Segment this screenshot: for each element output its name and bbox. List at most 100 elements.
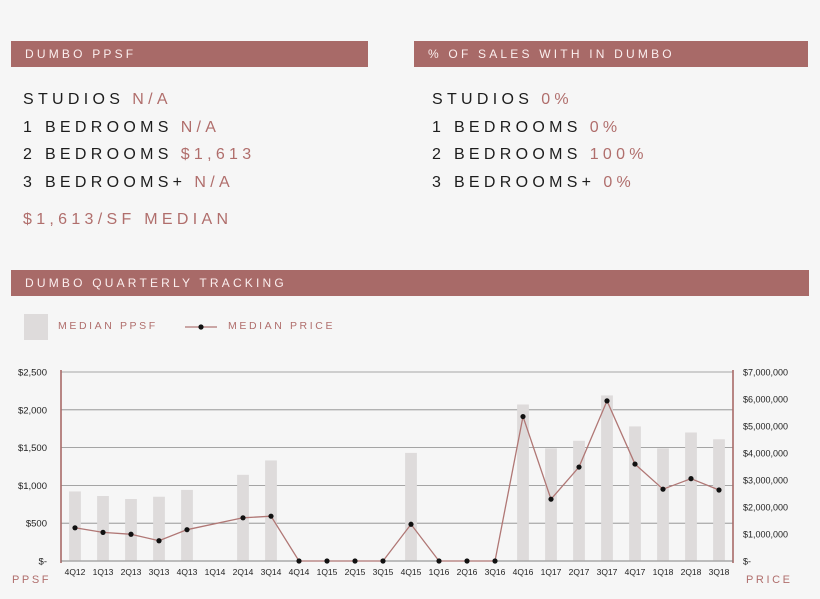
ppsf-bar bbox=[685, 432, 697, 561]
ppsf-row-3br: 3 BEDROOMS+ N/A bbox=[23, 169, 255, 197]
share-row-value: 0% bbox=[541, 91, 573, 108]
x-tick-label: 4Q16 bbox=[513, 567, 534, 577]
x-tick-label: 3Q15 bbox=[373, 567, 394, 577]
quarterly-tracking-chart: $- $500 $1,000 $1,500 $2,000 $2,500 $- $1,000,0… bbox=[18, 368, 788, 578]
share-row-label: 3 BEDROOMS+ bbox=[432, 173, 596, 191]
median-price-point bbox=[324, 558, 330, 564]
sales-share-banner: % OF SALES WITH IN DUMBO bbox=[414, 41, 808, 67]
ppsf-bar bbox=[125, 499, 137, 561]
ppsf-bar bbox=[629, 426, 641, 561]
left-tick-label: $1,000 bbox=[18, 481, 47, 492]
x-tick-label: 2Q15 bbox=[345, 567, 366, 577]
median-price-point bbox=[184, 527, 190, 533]
median-price-point bbox=[380, 558, 386, 564]
ppsf-bar bbox=[545, 448, 557, 561]
median-price-point bbox=[408, 521, 414, 527]
share-row-label: 1 BEDROOMS bbox=[432, 118, 582, 136]
share-row-2br: 2 BEDROOMS 100% bbox=[432, 141, 648, 169]
right-axis-side-label: PRICE bbox=[746, 574, 793, 586]
median-price-point bbox=[240, 515, 246, 521]
x-tick-label: 2Q14 bbox=[233, 567, 254, 577]
median-summary: $1,613/SF MEDIAN bbox=[23, 211, 233, 228]
left-tick-label: $2,500 bbox=[18, 368, 47, 379]
median-price-point bbox=[156, 538, 162, 544]
share-list: STUDIOS 0% 1 BEDROOMS 0% 2 BEDROOMS 100% 3 … bbox=[432, 86, 648, 196]
median-price-point bbox=[436, 558, 442, 564]
median-price-point bbox=[464, 558, 470, 564]
share-row-label: STUDIOS bbox=[432, 91, 534, 108]
median-price-point bbox=[352, 558, 358, 564]
median-price-point bbox=[548, 496, 554, 502]
median-price-point bbox=[576, 464, 582, 470]
quarterly-tracking-banner: DUMBO QUARTERLY TRACKING bbox=[11, 270, 809, 296]
legend-line-swatch bbox=[185, 324, 217, 330]
right-tick-label: $- bbox=[743, 557, 751, 567]
ppsf-list: STUDIOS N/A 1 BEDROOMS N/A 2 BEDROOMS $1,61… bbox=[23, 86, 255, 196]
ppsf-bar bbox=[713, 439, 725, 561]
x-tick-label: 1Q14 bbox=[205, 567, 226, 577]
ppsf-bar bbox=[405, 452, 417, 561]
x-tick-label: 3Q16 bbox=[485, 567, 506, 577]
left-axis-side-label: PPSF bbox=[12, 574, 52, 586]
ppsf-bar bbox=[657, 448, 669, 561]
median-price-line bbox=[74, 399, 720, 562]
share-row-label: 2 BEDROOMS bbox=[432, 146, 582, 163]
x-tick-label: 4Q12 bbox=[65, 567, 86, 577]
x-tick-label: 1Q16 bbox=[429, 567, 450, 577]
legend-line-label: MEDIAN PRICE bbox=[228, 320, 336, 332]
left-tick-label: $1,500 bbox=[18, 443, 47, 454]
share-row-value: 0% bbox=[589, 118, 622, 136]
right-tick-label: $5,000,000 bbox=[743, 422, 788, 432]
x-tick-label: 4Q15 bbox=[401, 567, 422, 577]
ppsf-row-2br: 2 BEDROOMS $1,613 bbox=[23, 141, 255, 169]
median-price-point bbox=[128, 531, 134, 537]
ppsf-row-value: N/A bbox=[180, 118, 221, 136]
x-tick-label: 2Q13 bbox=[121, 567, 142, 577]
median-price-point bbox=[604, 398, 610, 404]
median-price-point bbox=[632, 461, 638, 467]
ppsf-row-label: 3 BEDROOMS+ bbox=[23, 173, 187, 191]
share-row-3br: 3 BEDROOMS+ 0% bbox=[432, 169, 648, 197]
right-tick-label: $4,000,000 bbox=[743, 449, 788, 459]
x-tick-label: 2Q17 bbox=[569, 567, 590, 577]
right-tick-label: $3,000,000 bbox=[743, 476, 788, 486]
legend-bar-swatch bbox=[24, 314, 48, 340]
dumbo-ppsf-banner: DUMBO PPSF bbox=[11, 41, 368, 67]
median-price-point bbox=[296, 558, 302, 564]
x-tick-label: 1Q18 bbox=[653, 567, 674, 577]
x-tick-label: 1Q15 bbox=[317, 567, 338, 577]
share-row-value: 100% bbox=[589, 146, 648, 163]
ppsf-bar bbox=[181, 489, 193, 561]
ppsf-bar bbox=[601, 395, 613, 561]
left-tick-label: $- bbox=[39, 557, 47, 568]
ppsf-row-label: 1 BEDROOMS bbox=[23, 118, 173, 136]
ppsf-row-label: STUDIOS bbox=[23, 91, 125, 108]
ppsf-row-studios: STUDIOS N/A bbox=[23, 86, 255, 114]
x-tick-label: 2Q18 bbox=[681, 567, 702, 577]
x-tick-label: 1Q13 bbox=[93, 567, 114, 577]
x-tick-label: 4Q14 bbox=[289, 567, 310, 577]
median-price-point bbox=[660, 486, 666, 492]
ppsf-bar bbox=[573, 440, 585, 561]
median-price-point bbox=[100, 529, 106, 535]
x-tick-label: 4Q17 bbox=[625, 567, 646, 577]
right-tick-label: $7,000,000 bbox=[743, 368, 788, 378]
ppsf-row-value: N/A bbox=[194, 173, 234, 191]
x-tick-label: 4Q13 bbox=[177, 567, 198, 577]
left-tick-label: $2,000 bbox=[18, 405, 47, 416]
ppsf-row-1br: 1 BEDROOMS N/A bbox=[23, 114, 255, 142]
legend-bar-label: MEDIAN PPSF bbox=[58, 320, 158, 332]
median-price-point bbox=[72, 525, 78, 531]
share-row-1br: 1 BEDROOMS 0% bbox=[432, 114, 648, 142]
median-price-point bbox=[492, 558, 498, 564]
x-tick-label: 3Q17 bbox=[597, 567, 618, 577]
median-price-point bbox=[716, 487, 722, 493]
x-tick-label: 1Q17 bbox=[541, 567, 562, 577]
median-price-point bbox=[520, 413, 526, 420]
ppsf-row-label: 2 BEDROOMS bbox=[23, 146, 173, 163]
left-tick-label: $500 bbox=[26, 519, 47, 530]
ppsf-bar bbox=[97, 495, 109, 561]
x-tick-label: 3Q14 bbox=[261, 567, 282, 577]
share-row-value: 0% bbox=[603, 173, 636, 191]
x-tick-label: 2Q16 bbox=[457, 567, 478, 577]
